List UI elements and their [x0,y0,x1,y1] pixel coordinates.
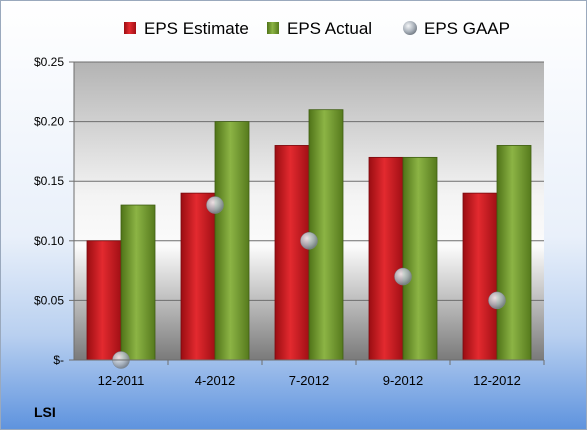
estimate-bar [368,156,404,361]
x-tick-label: 12-2012 [473,373,521,388]
legend-label: EPS Actual [287,19,372,38]
y-tick-label: $0.20 [34,115,64,129]
x-tick-label: 12-2011 [98,373,145,388]
gaap-marker [206,196,224,214]
y-tick-label: $0.10 [34,234,64,248]
x-tick-label: 9-2012 [383,373,423,388]
legend-item: EPS GAAP [403,19,510,38]
y-tick-label: $0.15 [34,174,64,188]
actual-bar [120,204,156,361]
legend-swatch [267,22,279,34]
actual-bar [214,121,250,361]
estimate-bar [462,192,498,361]
x-tick-label: 4-2012 [195,373,235,388]
legend-label: EPS GAAP [424,19,510,38]
y-tick-label: $0.25 [34,55,64,69]
estimate-bar [274,145,310,361]
legend-label: EPS Estimate [144,19,249,38]
estimate-bar [180,192,216,361]
gaap-marker [488,291,506,310]
y-tick-label: $0.05 [34,293,64,307]
gaap-marker [300,232,318,250]
actual-bar [496,145,532,361]
y-tick-label: $- [53,353,64,367]
bars [86,109,532,361]
axes: $0.25 $0.20 $0.15 $0.10 $0.05 $- 12-2011 4-2012… [34,55,545,388]
gaap-marker [394,267,412,286]
actual-bar [402,156,438,361]
legend: EPS Estimate EPS Actual EPS GAAP [124,19,510,38]
legend-swatch [124,22,136,34]
legend-item: EPS Estimate [124,19,249,38]
estimate-bar [86,240,122,361]
gaap-markers [112,196,506,369]
legend-item: EPS Actual [267,19,372,38]
x-tick-label: 7-2012 [289,373,329,388]
legend-swatch [403,21,417,35]
company-label: LSI [34,404,56,420]
